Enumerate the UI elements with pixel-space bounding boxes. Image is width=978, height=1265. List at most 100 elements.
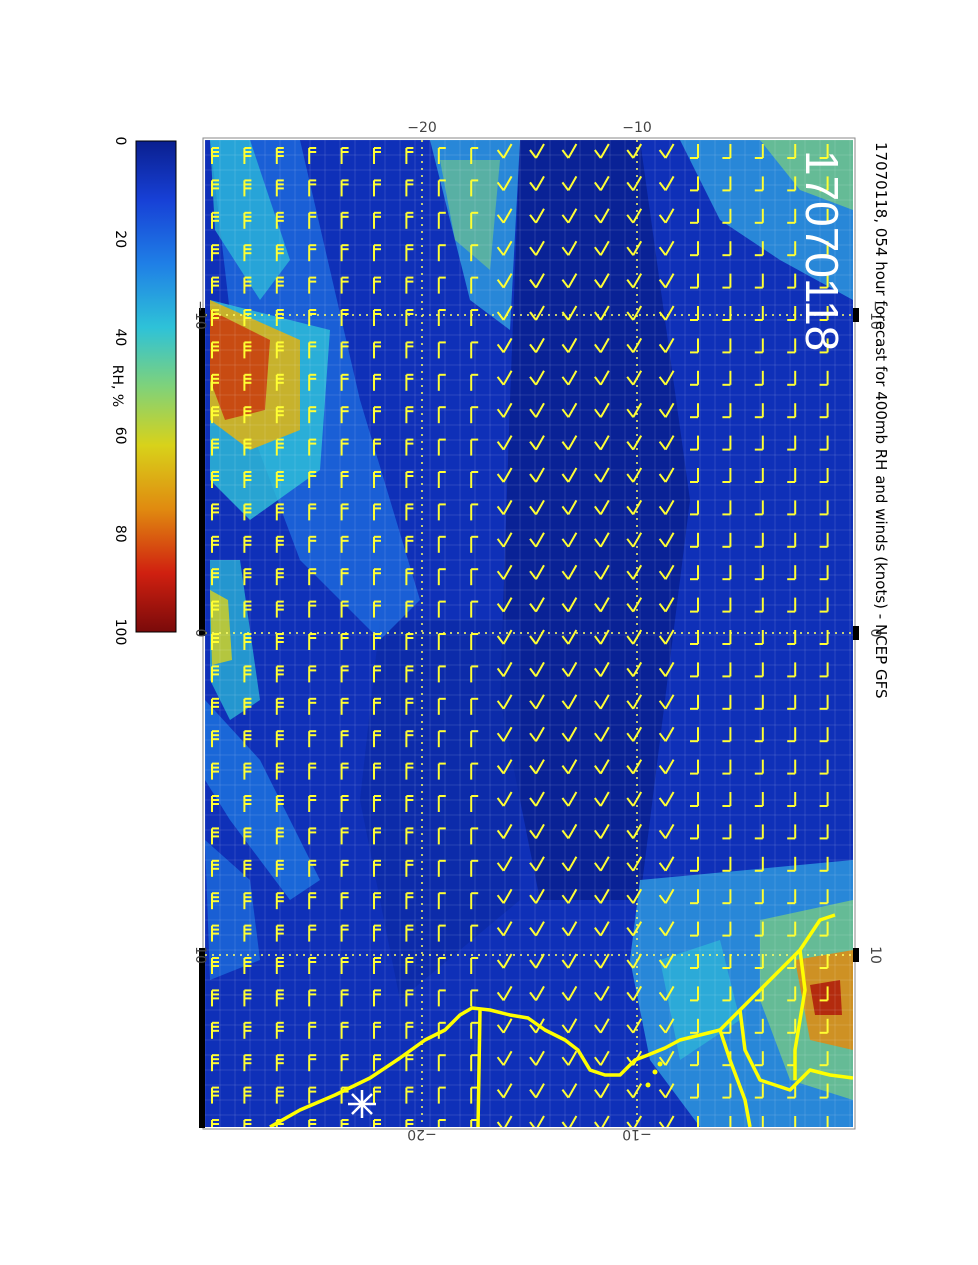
- wind-barb-icon: [340, 892, 349, 910]
- wind-barb-icon: [754, 435, 764, 451]
- wind-barb-icon: [275, 892, 284, 910]
- date-stamp: 17070118: [796, 150, 848, 351]
- wind-barb-icon: [373, 535, 381, 553]
- wind-barb-icon: [722, 662, 732, 678]
- wind-barb-icon: [243, 471, 252, 488]
- wind-barb-icon: [243, 147, 252, 164]
- wind-barb-icon: [561, 823, 578, 840]
- wind-barb-icon: [722, 889, 732, 905]
- wind-barb-icon: [529, 532, 545, 548]
- wind-barb-icon: [529, 985, 545, 1002]
- wind-barb-icon: [722, 986, 732, 1002]
- wind-barb-icon: [308, 1054, 317, 1072]
- wind-barb-icon: [437, 373, 446, 391]
- wind-barb-icon: [437, 989, 446, 1007]
- wind-barb-icon: [529, 1050, 545, 1066]
- wind-barb-icon: [275, 697, 284, 715]
- wind-barb-icon: [690, 306, 699, 321]
- wind-barb-icon: [690, 792, 699, 807]
- wind-barb-icon: [593, 823, 610, 840]
- wind-barb-icon: [593, 467, 610, 483]
- wind-barb-icon: [373, 859, 381, 877]
- wind-barb-icon: [626, 564, 643, 580]
- wind-barb-icon: [243, 373, 252, 391]
- axis-label-left: 10: [192, 946, 208, 964]
- wind-barb-icon: [819, 954, 829, 969]
- wind-barb-icon: [787, 176, 797, 192]
- wind-barb-icon: [243, 600, 252, 618]
- wind-barb-icon: [275, 1086, 284, 1104]
- wind-barb-icon: [470, 503, 479, 521]
- wind-barb-icon: [690, 727, 699, 743]
- wind-barb-icon: [690, 468, 699, 483]
- wind-barb-icon: [658, 564, 675, 580]
- wind-barb-icon: [243, 179, 252, 197]
- wind-barb-icon: [405, 147, 414, 164]
- wind-barb-icon: [373, 633, 381, 650]
- wind-barb-icon: [561, 726, 578, 742]
- wind-barb-icon: [243, 697, 252, 715]
- wind-barb-icon: [819, 338, 829, 354]
- wind-barb-icon: [658, 1050, 675, 1066]
- wind-barb-icon: [593, 337, 610, 353]
- wind-barb-icon: [593, 759, 610, 775]
- wind-barb-icon: [626, 856, 643, 872]
- wind-barb-icon: [308, 438, 317, 456]
- wind-barb-icon: [373, 762, 381, 780]
- wind-barb-icon: [787, 306, 797, 321]
- colorbar-tick-label: 0: [112, 137, 128, 146]
- wind-barb-icon: [275, 211, 284, 229]
- wind-barb-icon: [529, 370, 545, 386]
- wind-barb-icon: [690, 889, 699, 905]
- wind-barb-icon: [243, 309, 252, 326]
- axis-label-left: 0: [192, 629, 208, 638]
- wind-barb-icon: [561, 1018, 578, 1034]
- wind-barb-icon: [496, 597, 513, 613]
- wind-barb-icon: [373, 892, 381, 910]
- wind-barb-icon: [561, 143, 578, 159]
- station-marker-icon: [348, 1090, 376, 1118]
- wind-barb-icon: [722, 597, 732, 613]
- wind-barb-icon: [373, 179, 381, 197]
- wind-barb-icon: [529, 888, 545, 904]
- wind-barb-icon: [626, 823, 643, 840]
- wind-barb-icon: [593, 1018, 610, 1034]
- wind-barb-icon: [722, 759, 732, 775]
- wind-barb-icon: [275, 730, 284, 748]
- wind-barb-icon: [819, 532, 829, 548]
- wind-barb-icon: [529, 953, 545, 969]
- wind-barb-icon: [470, 309, 479, 326]
- wind-barb-icon: [405, 503, 414, 521]
- wind-barb-icon: [470, 244, 479, 262]
- wind-barb-icon: [373, 600, 381, 618]
- wind-barb-icon: [754, 403, 764, 419]
- wind-barb-icon: [658, 953, 675, 969]
- wind-barb-icon: [437, 762, 446, 780]
- wind-barb-icon: [496, 921, 513, 937]
- wind-barb-icon: [722, 856, 732, 872]
- wind-barb-icon: [405, 1021, 414, 1039]
- wind-barb-icon: [787, 1018, 797, 1034]
- wind-barb-icon: [275, 309, 284, 326]
- wind-barb-icon: [626, 532, 643, 548]
- wind-barb-icon: [496, 532, 513, 548]
- wind-barb-icon: [308, 211, 317, 229]
- wind-barb-icon: [529, 823, 545, 840]
- wind-barb-icon: [373, 503, 381, 521]
- wind-barb-icon: [658, 856, 675, 872]
- wind-barb-icon: [496, 694, 513, 710]
- wind-barb-icon: [561, 305, 578, 321]
- wind-barb-icon: [496, 1050, 513, 1066]
- wind-barb-icon: [658, 1018, 675, 1034]
- wind-barb-icon: [437, 1086, 446, 1104]
- wind-barb-icon: [373, 665, 381, 683]
- wind-barb-icon: [819, 597, 829, 613]
- wind-barb-icon: [470, 957, 479, 974]
- wind-barb-icon: [405, 827, 414, 845]
- wind-barb-icon: [243, 665, 252, 683]
- colorbar-tick-label: 20: [112, 230, 128, 248]
- wind-barb-icon: [697, 1116, 699, 1127]
- wind-barb-icon: [626, 499, 643, 516]
- wind-barb-icon: [373, 568, 381, 586]
- wind-barb-icon: [658, 629, 675, 645]
